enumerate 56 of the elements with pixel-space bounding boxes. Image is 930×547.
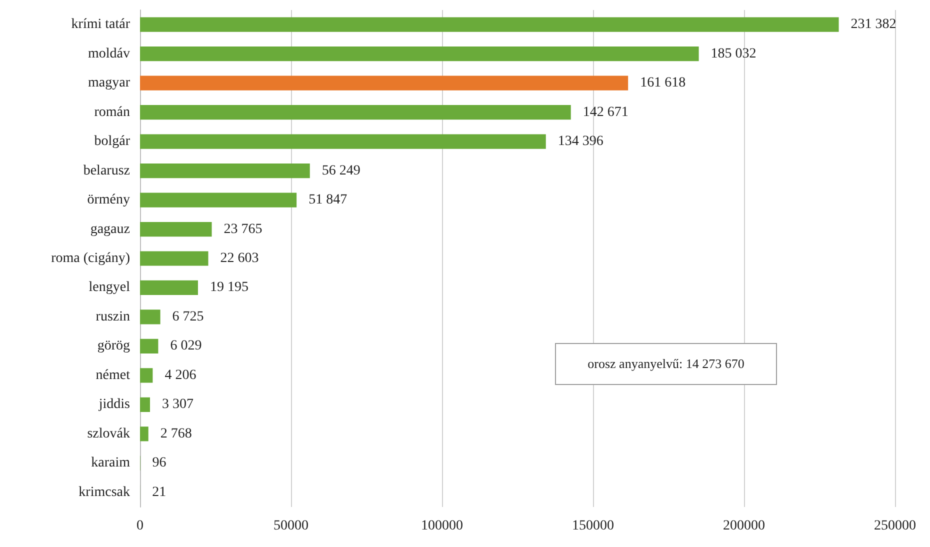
y-tick-label: jiddis (98, 397, 130, 412)
data-label: 6 725 (172, 309, 204, 324)
data-label: 185 032 (710, 46, 756, 62)
y-tick-label: karaim (91, 456, 130, 471)
data-label: 134 396 (558, 134, 604, 150)
bar (140, 280, 198, 296)
y-tick-label: gagauz (90, 222, 130, 237)
y-tick-label: ruszin (96, 309, 130, 324)
data-label: 6 029 (170, 338, 202, 354)
y-tick-label: bolgár (94, 134, 130, 150)
x-tick-label: 150000 (572, 518, 614, 534)
y-tick-label: roma (cigány) (51, 251, 130, 266)
bar (140, 426, 148, 442)
x-tick-label: 100000 (421, 518, 463, 534)
bar (140, 310, 160, 324)
data-label: 2 768 (160, 426, 192, 442)
data-label: 231 382 (850, 17, 896, 32)
bar (140, 368, 153, 383)
y-tick-label: szlovák (87, 426, 130, 442)
data-label: 51 847 (308, 192, 348, 208)
x-tick-label: 50000 (274, 518, 308, 534)
y-tick-label: lengyel (88, 280, 130, 296)
y-tick-label: német (96, 368, 130, 383)
y-tick-label: moldáv (88, 46, 130, 62)
bar (140, 222, 212, 237)
bar (140, 105, 571, 120)
bar (140, 17, 839, 32)
data-label: 21 (152, 484, 166, 500)
bar (140, 192, 297, 208)
y-tick-label: görög (97, 338, 130, 354)
bar (140, 251, 208, 266)
y-tick-label: krími tatár (71, 17, 130, 32)
data-label: 96 (152, 456, 166, 471)
data-label: 23 765 (224, 222, 262, 237)
bar (140, 338, 158, 354)
x-tick-label: 200000 (723, 518, 765, 534)
x-tick-label: 250000 (874, 518, 916, 534)
bar (140, 46, 699, 62)
data-label: 142 671 (582, 104, 628, 120)
data-label: 3 307 (162, 397, 194, 412)
y-tick-label: örmény (87, 192, 130, 208)
bar (140, 163, 310, 178)
data-label: 161 618 (640, 76, 686, 91)
y-tick-label: belarusz (83, 163, 130, 178)
data-label: 56 249 (322, 163, 360, 178)
bar (140, 397, 150, 412)
data-label: 19 195 (210, 280, 248, 296)
data-label: 4 206 (164, 368, 196, 383)
y-tick-label: krimcsak (78, 484, 130, 500)
bar (140, 134, 546, 149)
y-tick-label: magyar (88, 76, 130, 91)
bar (140, 76, 628, 90)
x-tick-label: 0 (136, 518, 144, 534)
data-label: 22 603 (220, 251, 259, 266)
y-tick-label: román (94, 104, 130, 120)
note-box: orosz anyanyelvű: 14 273 670 (555, 343, 777, 385)
